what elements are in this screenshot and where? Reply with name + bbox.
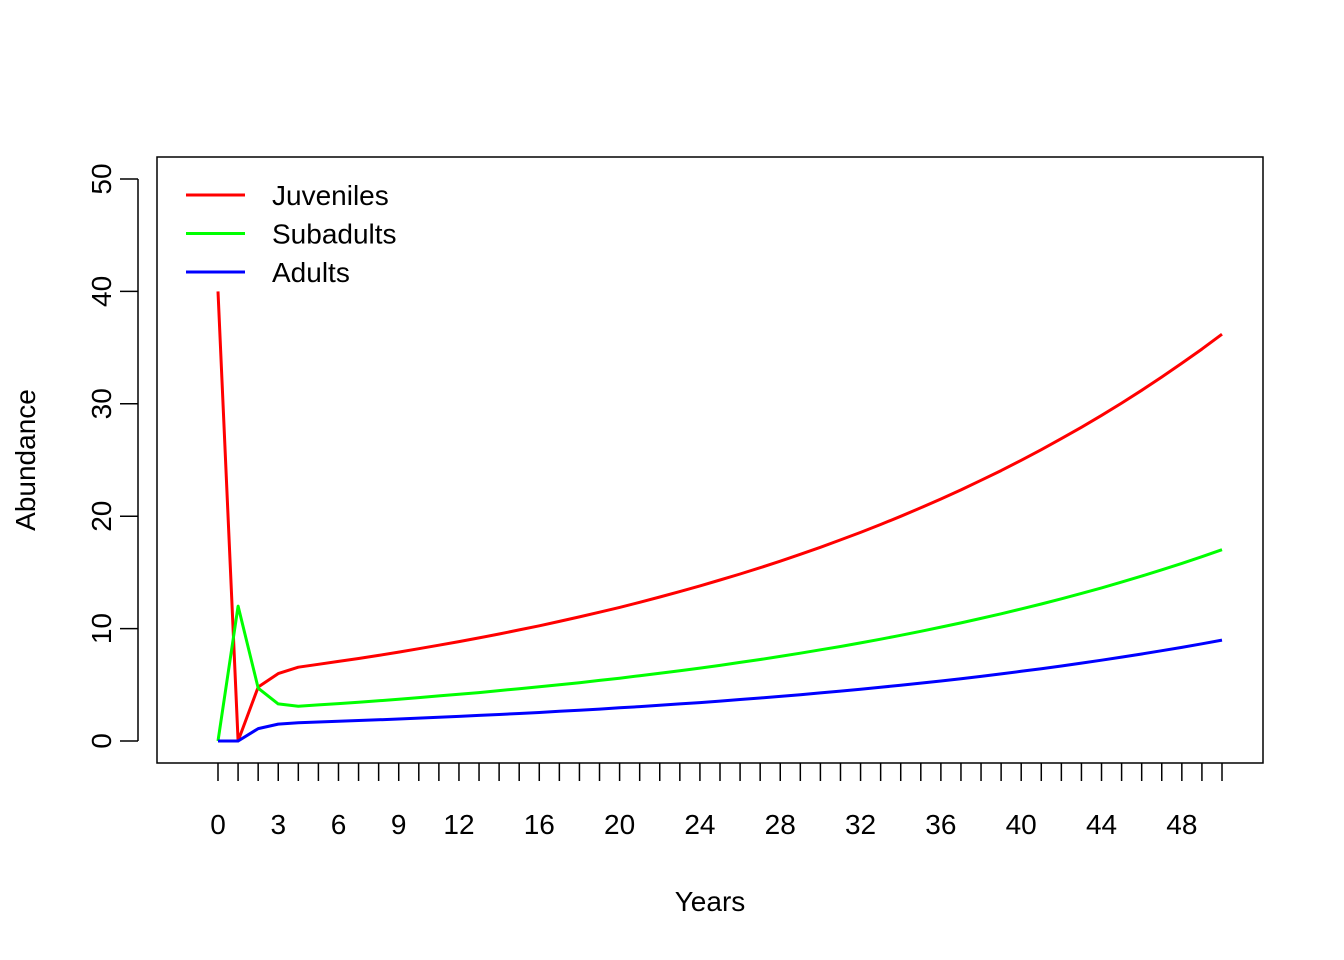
series-line-subadults <box>216 548 1223 742</box>
legend-label: Juveniles <box>272 180 389 211</box>
x-tick-label: 48 <box>1166 809 1197 840</box>
x-tick-label: 20 <box>604 809 635 840</box>
x-tick-label: 9 <box>391 809 407 840</box>
x-tick-label: 24 <box>684 809 715 840</box>
y-axis-label: Abundance <box>10 389 41 531</box>
legend-label: Subadults <box>272 219 397 250</box>
series-layer <box>216 291 1223 743</box>
x-tick-label: 3 <box>270 809 286 840</box>
x-tick-label: 6 <box>331 809 347 840</box>
plot-frame <box>156 156 1264 764</box>
y-axis: 0 10 20 30 40 50 <box>86 163 139 749</box>
legend-item-subadults: Subadults <box>186 219 397 250</box>
x-tick-label: 36 <box>925 809 956 840</box>
legend: Juveniles Subadults Adults <box>186 180 397 288</box>
legend-label: Adults <box>272 257 350 288</box>
legend-item-juveniles: Juveniles <box>186 180 389 211</box>
x-axis: 0 3 6 9 12 16 20 24 28 32 36 40 44 48 <box>210 763 1223 840</box>
y-tick-label: 10 <box>86 613 117 644</box>
y-tick-label: 30 <box>86 388 117 419</box>
series-line-juveniles <box>216 291 1223 743</box>
y-tick-label: 0 <box>86 733 117 749</box>
y-tick-label: 50 <box>86 163 117 194</box>
x-tick-label: 32 <box>845 809 876 840</box>
x-tick-label: 40 <box>1006 809 1037 840</box>
x-tick-label: 44 <box>1086 809 1117 840</box>
legend-item-adults: Adults <box>186 257 350 288</box>
series-line-adults <box>218 638 1223 743</box>
y-tick-label: 20 <box>86 501 117 532</box>
x-tick-label: 28 <box>765 809 796 840</box>
x-tick-label: 12 <box>443 809 474 840</box>
x-tick-label: 16 <box>524 809 555 840</box>
x-axis-label: Years <box>675 886 746 917</box>
x-tick-label: 0 <box>210 809 226 840</box>
y-tick-label: 40 <box>86 276 117 307</box>
